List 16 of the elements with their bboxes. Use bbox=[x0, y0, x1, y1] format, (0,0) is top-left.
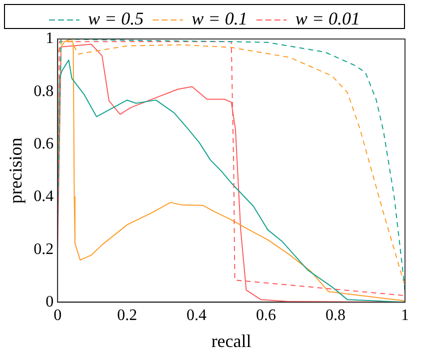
y-tick-label: 0.8 bbox=[34, 82, 54, 100]
x-tick-label: 0.8 bbox=[326, 307, 346, 324]
x-tick-label: 0.2 bbox=[117, 307, 138, 324]
legend-label: w = 0.1 bbox=[192, 8, 248, 29]
legend-label: w = 0.01 bbox=[295, 8, 360, 29]
legend-label: w = 0.5 bbox=[88, 8, 144, 29]
x-axis-title: recall bbox=[211, 330, 252, 351]
x-tick-label: 0.4 bbox=[186, 307, 207, 324]
x-tick-label: 1 bbox=[401, 307, 409, 324]
y-tick-label: 0.6 bbox=[34, 135, 54, 152]
y-tick-label: 1 bbox=[46, 30, 54, 48]
x-tick-label: 0.6 bbox=[256, 307, 276, 324]
y-tick-label: 0.4 bbox=[34, 188, 54, 206]
y-axis-title: precision bbox=[6, 138, 26, 204]
y-tick-label: 0 bbox=[46, 293, 54, 310]
y-tick-label: 0.2 bbox=[34, 240, 54, 258]
